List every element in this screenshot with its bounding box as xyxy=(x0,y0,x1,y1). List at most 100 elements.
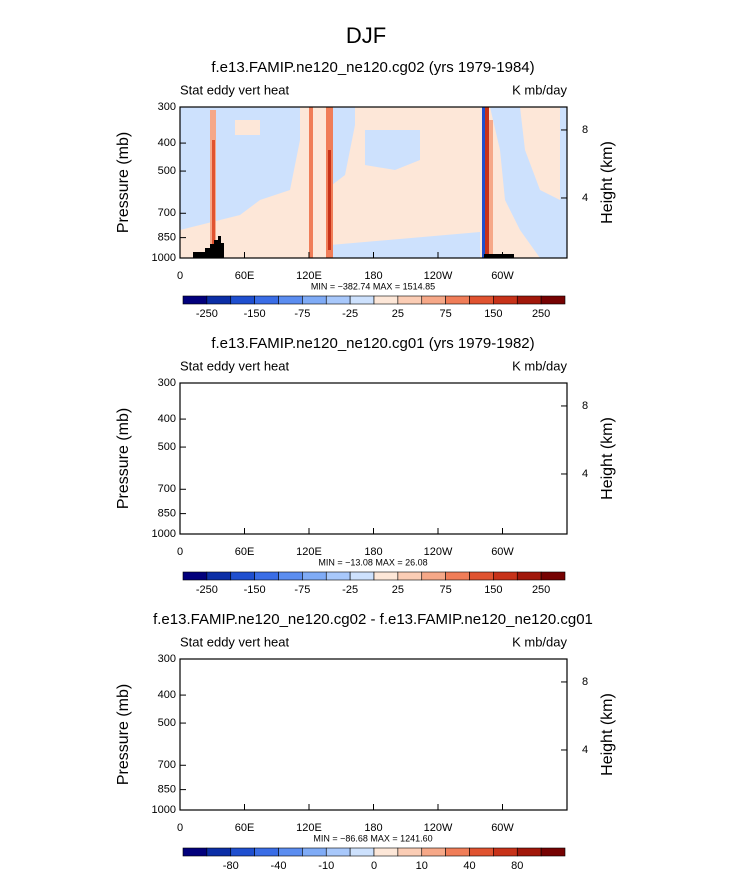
colorbar-label: 25 xyxy=(392,308,404,320)
y-tick-label: 300 xyxy=(158,101,176,113)
colorbar-box xyxy=(469,295,494,305)
colorbar-label: -250 xyxy=(196,584,218,596)
panel-title: f.e13.FAMIP.ne120_ne120.cg02 - f.e13.FAM… xyxy=(153,611,593,628)
x-tick-label: 60W xyxy=(491,270,514,282)
colorbar-label: -10 xyxy=(318,860,334,872)
y-tick-label: 1000 xyxy=(152,528,176,540)
min-max-label: MIN = −13.08 MAX = 26.08 xyxy=(318,557,427,567)
y2-axis-label: Height (km) xyxy=(599,693,616,776)
colorbar-box xyxy=(254,847,279,857)
colorbar-box xyxy=(445,295,470,305)
colorbar-label: 75 xyxy=(440,584,452,596)
colorbar-label: -25 xyxy=(342,308,358,320)
y2-axis-label: Height (km) xyxy=(599,141,616,224)
y-tick-label: 700 xyxy=(158,759,176,771)
colorbar-box xyxy=(516,295,542,305)
colorbar-box xyxy=(302,571,327,581)
colorbar-box xyxy=(182,571,208,581)
y-tick-label: 500 xyxy=(158,165,176,177)
colorbar-label: -80 xyxy=(223,860,239,872)
y-axis-label: Pressure (mb) xyxy=(115,132,132,233)
colorbar-box xyxy=(421,847,446,857)
colorbar-box xyxy=(182,295,208,305)
left-label: Stat eddy vert heat xyxy=(180,82,290,97)
right-label: K mb/day xyxy=(512,82,567,97)
y-tick-label: 400 xyxy=(158,137,176,149)
y2-tick-label: 8 xyxy=(582,124,588,136)
colorbar-label: -150 xyxy=(244,308,266,320)
colorbar-box xyxy=(254,295,279,305)
figure-title: DJF xyxy=(346,23,386,48)
y-tick-label: 1000 xyxy=(152,804,176,816)
y-tick-label: 850 xyxy=(158,232,176,244)
x-tick-label: 180 xyxy=(364,270,382,282)
x-tick-label: 60E xyxy=(235,546,255,558)
colorbar-box xyxy=(373,847,399,857)
colorbar-box xyxy=(493,571,518,581)
y2-tick-label: 4 xyxy=(582,192,588,204)
colorbar-box xyxy=(230,295,255,305)
field-fill xyxy=(180,107,567,258)
colorbar-box xyxy=(421,571,446,581)
colorbar-box xyxy=(373,295,399,305)
colorbar-box xyxy=(445,571,470,581)
colorbar-label: 250 xyxy=(532,308,550,320)
colorbar-box xyxy=(540,295,566,305)
y-axis-label: Pressure (mb) xyxy=(115,408,132,509)
colorbar-label: -150 xyxy=(244,584,266,596)
x-tick-label: 0 xyxy=(177,270,183,282)
x-tick-label: 60W xyxy=(491,822,514,834)
colorbar-label: 0 xyxy=(371,860,377,872)
colorbar-label: 250 xyxy=(532,584,550,596)
colorbar-box xyxy=(421,295,446,305)
colorbar-box xyxy=(349,847,375,857)
y-axis-label: Pressure (mb) xyxy=(115,684,132,785)
colorbar-label: 75 xyxy=(440,308,452,320)
colorbar-box xyxy=(397,571,423,581)
colorbar-box xyxy=(349,571,375,581)
panel-title: f.e13.FAMIP.ne120_ne120.cg02 (yrs 1979-1… xyxy=(211,59,534,76)
colorbar-box xyxy=(397,295,423,305)
colorbar-box xyxy=(278,847,303,857)
colorbar-box xyxy=(325,295,351,305)
colorbar-label: 150 xyxy=(484,584,502,596)
x-tick-label: 180 xyxy=(364,822,382,834)
colorbar-box xyxy=(349,295,375,305)
colorbar-label: 25 xyxy=(392,584,404,596)
colorbar-box xyxy=(278,295,303,305)
colorbar-box xyxy=(206,295,232,305)
colorbar-box xyxy=(206,847,232,857)
y-tick-label: 700 xyxy=(158,483,176,495)
y2-tick-label: 8 xyxy=(582,676,588,688)
y2-axis-label: Height (km) xyxy=(599,417,616,500)
colorbar-box xyxy=(540,847,566,857)
colorbar-box xyxy=(206,571,232,581)
y-tick-label: 400 xyxy=(158,413,176,425)
colorbar-box xyxy=(397,847,423,857)
x-tick-label: 60W xyxy=(491,546,514,558)
x-tick-label: 120W xyxy=(424,822,453,834)
y-tick-label: 1000 xyxy=(152,252,176,264)
x-tick-label: 180 xyxy=(364,546,382,558)
min-max-label: MIN = −382.74 MAX = 1514.85 xyxy=(311,281,435,291)
colorbar-box xyxy=(516,847,542,857)
colorbar-label: -75 xyxy=(294,584,310,596)
right-label: K mb/day xyxy=(512,358,567,373)
x-tick-label: 0 xyxy=(177,822,183,834)
colorbar-label: -250 xyxy=(196,308,218,320)
colorbar-box xyxy=(445,847,470,857)
x-tick-label: 120W xyxy=(424,546,453,558)
colorbar-box xyxy=(302,295,327,305)
colorbar-label: 80 xyxy=(511,860,523,872)
colorbar-label: -40 xyxy=(271,860,287,872)
colorbar-box xyxy=(469,571,494,581)
colorbar-box xyxy=(278,571,303,581)
x-tick-label: 120W xyxy=(424,270,453,282)
colorbar-box xyxy=(493,847,518,857)
colorbar-label: 10 xyxy=(416,860,428,872)
x-tick-label: 120E xyxy=(296,270,322,282)
colorbar-box xyxy=(230,847,255,857)
right-label: K mb/day xyxy=(512,634,567,649)
plot-frame xyxy=(179,658,568,811)
